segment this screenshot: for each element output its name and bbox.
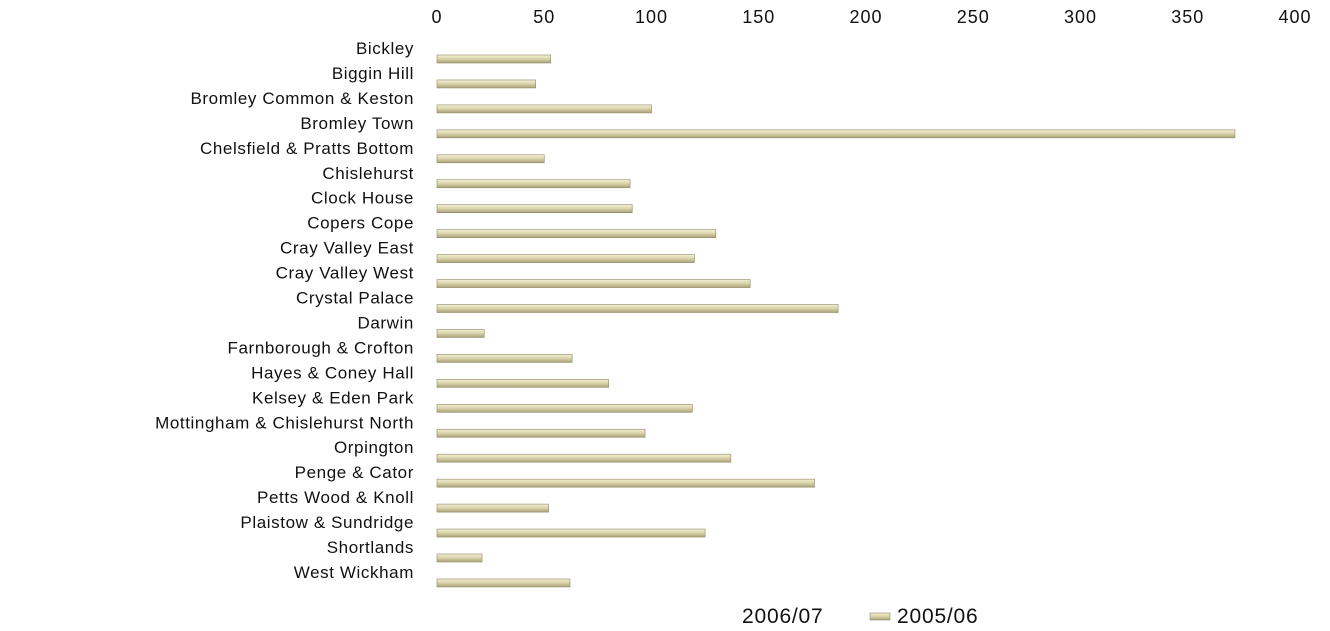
bar-2005-06: [436, 478, 815, 488]
bar-2005-06: [436, 229, 717, 238]
category-label: Penge & Cator: [295, 463, 414, 482]
category-label: Chislehurst: [322, 164, 414, 183]
bar-2005-06: [436, 379, 609, 388]
bar-2005-06: [436, 204, 633, 213]
category-label: Shortlands: [327, 538, 414, 557]
category-label: Bromley Common & Keston: [190, 89, 414, 108]
category-label: Chelsfield & Pratts Bottom: [200, 139, 414, 158]
category-label: Orpington: [334, 438, 414, 457]
category-label: Bromley Town: [300, 114, 414, 133]
category-label: Copers Cope: [307, 214, 414, 233]
bar-2005-06: [436, 528, 706, 538]
bar-2005-06: [436, 354, 573, 363]
category-label: Kelsey & Eden Park: [252, 388, 414, 407]
category-label: Petts Wood & Knoll: [257, 488, 414, 507]
x-tick-label: 0: [431, 7, 442, 27]
bar-2005-06: [436, 453, 732, 463]
bar-2005-06: [436, 254, 695, 263]
legend-swatch-2005-06: [869, 612, 891, 621]
x-tick-label: 300: [1064, 7, 1097, 27]
category-label: Farnborough & Crofton: [228, 338, 414, 357]
x-axis-ticks: 0 50 100 150 200 250 300 350 400: [431, 7, 1311, 27]
x-tick-label: 250: [957, 7, 990, 27]
category-label: Hayes & Coney Hall: [251, 363, 414, 382]
bar-2005-06: [436, 304, 839, 313]
x-tick-label: 350: [1171, 7, 1204, 27]
category-label: Cray Valley East: [280, 239, 414, 258]
category-label: Clock House: [311, 189, 414, 208]
category-label: Biggin Hill: [332, 64, 414, 83]
category-label: Bickley: [356, 39, 414, 58]
bar-2005-06: [436, 79, 536, 89]
bar-2005-06: [436, 403, 693, 413]
x-tick-label: 50: [533, 7, 555, 27]
x-tick-label: 150: [742, 7, 775, 27]
category-label: Darwin: [357, 313, 414, 332]
bar-2005-06: [436, 578, 571, 588]
bar-2005-06: [436, 154, 545, 164]
bar-2005-06: [436, 428, 646, 438]
category-label: Mottingham & Chislehurst North: [155, 413, 414, 432]
bar-2005-06: [436, 54, 551, 64]
bar-2005-06: [436, 179, 631, 189]
category-label: Crystal Palace: [296, 289, 414, 308]
bar-2005-06: [436, 329, 485, 338]
category-labels: Bickley Biggin Hill Bromley Common & Kesto…: [155, 39, 414, 582]
bars: [436, 54, 1236, 588]
bar-2005-06: [436, 279, 751, 288]
x-tick-label: 100: [635, 7, 668, 27]
category-label: Plaistow & Sundridge: [240, 513, 414, 532]
legend-label-2006-07: 2006/07: [742, 605, 824, 626]
x-tick-label: 400: [1278, 7, 1311, 27]
x-tick-label: 200: [849, 7, 882, 27]
legend: 2006/07 2005/06: [742, 605, 979, 628]
bar-2005-06: [436, 553, 483, 563]
legend-label-2005-06: 2005/06: [897, 605, 979, 626]
bar-2005-06: [436, 104, 652, 114]
bar-2005-06: [436, 129, 1236, 139]
category-label: Cray Valley West: [276, 264, 414, 283]
bar-2005-06: [436, 503, 549, 513]
category-label: West Wickham: [294, 563, 414, 582]
